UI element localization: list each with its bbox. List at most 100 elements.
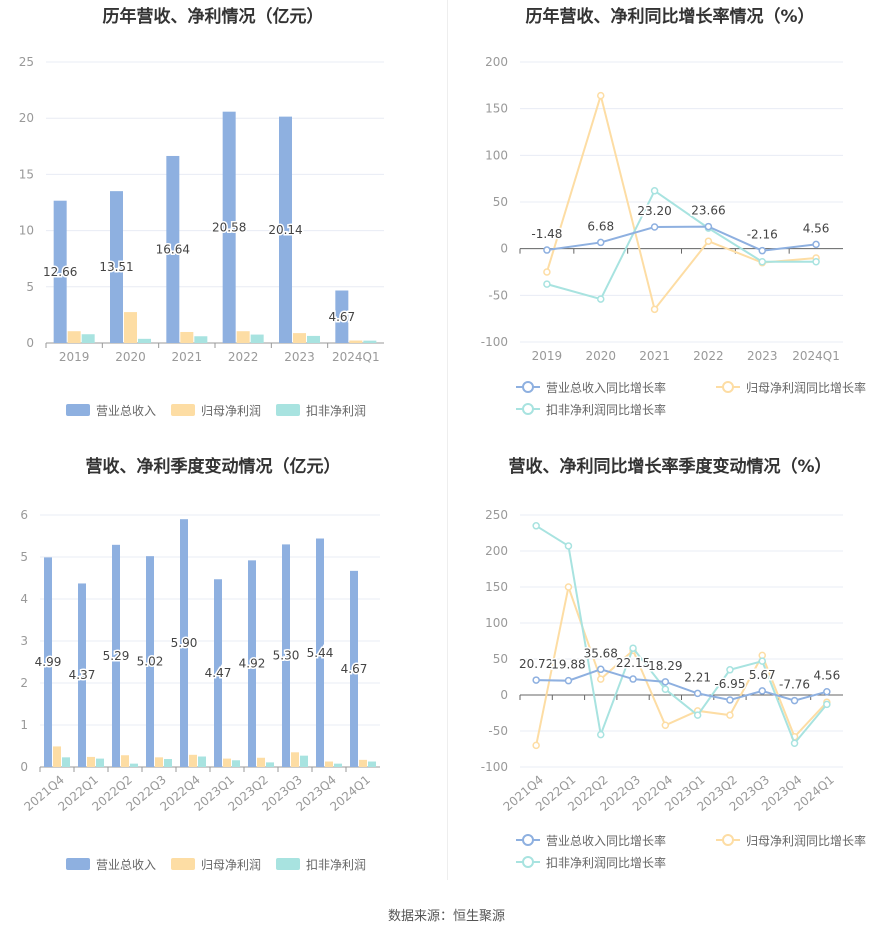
quarterly-revenue-profit-chart: 营收、净利季度变动情况（亿元） 0 1 2 3 4 5 6 2021Q4 4.99 2022Q1 4.… — [0, 450, 447, 890]
data-value-label: 18.29 — [648, 659, 682, 673]
data-value-label: 23.20 — [637, 204, 671, 218]
bar-revenue — [282, 544, 290, 767]
y-tick-label: 50 — [493, 195, 508, 209]
bar-deducted-profit — [363, 340, 377, 343]
data-point — [758, 687, 766, 695]
bar-net-profit — [53, 746, 61, 767]
bar-net-profit — [349, 340, 363, 343]
y-tick-label: 100 — [485, 616, 508, 630]
x-tick-label: 2022 — [693, 349, 724, 363]
data-value-label: -2.16 — [747, 228, 778, 242]
bar-revenue — [78, 583, 86, 767]
bar-deducted-profit — [232, 760, 240, 767]
bar-deducted-profit — [96, 758, 104, 767]
data-point — [758, 657, 766, 665]
y-tick-label: -100 — [481, 335, 508, 349]
bar-revenue — [53, 200, 67, 343]
bar-net-profit — [359, 759, 367, 767]
y-tick-label: 0 — [26, 336, 34, 350]
x-tick-label: 2021 — [172, 350, 203, 364]
data-point — [661, 721, 670, 729]
bar-deducted-profit — [266, 762, 274, 767]
bar-revenue — [112, 544, 120, 767]
legend-label: 归母净利润 — [201, 404, 261, 418]
data-point — [758, 246, 766, 255]
data-point — [704, 237, 713, 245]
data-point — [661, 685, 670, 693]
data-point — [823, 687, 831, 696]
x-tick-label: 2024Q1 — [332, 350, 380, 364]
data-point — [726, 666, 734, 674]
y-tick-label: 200 — [485, 55, 508, 69]
data-point — [564, 583, 573, 591]
legend-label: 归母净利润同比增长率 — [746, 833, 866, 848]
data-point — [650, 223, 659, 231]
bar-value-label: 12.66 — [43, 265, 77, 279]
data-point — [629, 675, 637, 683]
data-point — [532, 522, 540, 530]
data-point — [812, 240, 820, 249]
bar-revenue — [214, 579, 222, 767]
data-value-label: -6.95 — [714, 677, 745, 691]
data-point — [597, 295, 605, 303]
bar-value-label: 5.29 — [103, 649, 130, 663]
y-tick-label: 200 — [485, 544, 508, 558]
bar-deducted-profit — [334, 763, 342, 767]
bar-value-label: 4.67 — [328, 310, 355, 324]
bar-net-profit — [155, 757, 163, 767]
y-tick-label: 25 — [19, 55, 34, 69]
bar-revenue — [180, 519, 188, 767]
data-value-label: 22.15 — [616, 656, 650, 670]
y-tick-label: 6 — [20, 508, 28, 522]
data-point — [597, 91, 605, 100]
bar-revenue — [222, 111, 236, 343]
bar-value-label: 4.47 — [205, 666, 232, 680]
bar-deducted-profit — [62, 757, 70, 767]
bar-value-label: 5.30 — [273, 649, 300, 663]
data-value-label: 35.68 — [584, 646, 618, 660]
bar-net-profit — [87, 756, 95, 767]
data-value-label: 23.66 — [691, 204, 725, 218]
data-point — [597, 665, 605, 674]
data-point — [597, 730, 605, 739]
bar-value-label: 13.51 — [99, 260, 133, 274]
x-tick-label: 2024Q1 — [792, 349, 840, 363]
legend-marker — [522, 856, 534, 868]
bar-net-profit — [236, 331, 250, 343]
revenue-growth-line — [546, 225, 817, 252]
bar-deducted-profit — [198, 756, 206, 767]
legend-swatch — [66, 858, 90, 870]
data-point — [661, 678, 670, 686]
y-tick-label: 4 — [20, 592, 28, 606]
bar-net-profit — [121, 755, 129, 767]
bar-deducted-profit — [194, 336, 208, 343]
bar-revenue — [44, 557, 52, 767]
bar-value-label: 4.37 — [69, 668, 96, 682]
y-tick-label: 150 — [485, 102, 508, 116]
legend-label: 扣非净利润 — [306, 858, 366, 872]
bar-net-profit — [293, 333, 306, 343]
legend-label: 营业总收入同比增长率 — [546, 380, 666, 395]
chart-title: 营收、净利同比增长率季度变动情况（%） — [508, 456, 831, 477]
legend-label: 营业总收入同比增长率 — [546, 833, 666, 848]
legend-marker — [522, 834, 534, 846]
bar-revenue — [350, 570, 358, 767]
data-point — [564, 542, 573, 550]
bar-value-label: 20.14 — [268, 223, 302, 237]
y-tick-label: 150 — [485, 580, 508, 594]
x-tick-label: 2019 — [59, 350, 90, 364]
data-value-label: 4.56 — [803, 221, 830, 235]
bar-deducted-profit — [130, 763, 138, 767]
bar-net-profit — [257, 757, 265, 767]
data-point — [564, 676, 573, 685]
data-point — [650, 305, 659, 314]
y-tick-label: 100 — [485, 148, 508, 162]
bar-value-label: 4.92 — [239, 657, 266, 671]
x-tick-label: 2023 — [747, 349, 778, 363]
data-point — [726, 696, 734, 704]
bar-value-label: 16.64 — [156, 242, 190, 256]
data-point — [543, 280, 551, 288]
bar-value-label: 4.67 — [341, 662, 368, 676]
revenue-growth-line — [536, 668, 828, 702]
y-tick-label: -50 — [488, 724, 508, 738]
